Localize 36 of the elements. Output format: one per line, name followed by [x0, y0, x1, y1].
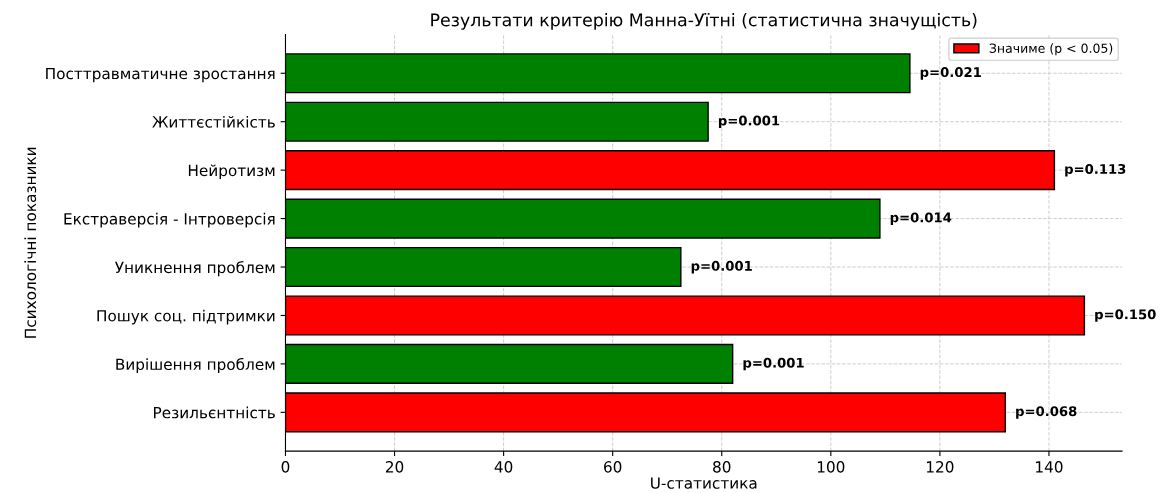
- chart-title: Результати критерію Манна-Уїтні (статистична значущість): [431, 12, 977, 30]
- annotation: p=0.113: [1065, 163, 1126, 177]
- y-tick-label: Вирішення проблем: [116, 357, 275, 374]
- y-tick-label: Життєстійкість: [152, 115, 275, 128]
- annotation: p=0.021: [920, 67, 981, 80]
- x-tick-label: 100: [817, 461, 845, 473]
- bar: [285, 295, 1086, 336]
- y-tick-label: Резильєнтність: [154, 406, 275, 419]
- annotation: p=0.001: [691, 260, 752, 274]
- y-axis-title: Психологічні показники: [24, 147, 37, 338]
- bar: [285, 150, 1056, 191]
- annotation: p=0.150: [1095, 309, 1156, 322]
- bar: [285, 246, 682, 288]
- y-tick-label: Екстраверсія - Інтроверсія: [64, 212, 275, 228]
- bar: [285, 343, 734, 384]
- bar: [285, 53, 911, 94]
- y-tick-label: Уникнення проблем: [115, 261, 275, 277]
- bar: [285, 101, 709, 142]
- bar: [285, 198, 881, 239]
- x-tick-label: 40: [494, 461, 513, 473]
- y-tick-label: Нейротизм: [188, 164, 275, 180]
- y-tick-label: Посттравматичне зростання: [46, 67, 275, 83]
- annotation: p=0.068: [1016, 406, 1077, 419]
- annotation: p=0.001: [718, 115, 780, 129]
- bar: [285, 392, 1007, 433]
- y-tick-label: Пошук соц. підтримки: [97, 309, 275, 325]
- annotation: p=0.001: [743, 357, 804, 371]
- x-axis-title: U-статистика: [651, 477, 757, 489]
- x-tick-label: 120: [926, 461, 954, 473]
- x-tick-label: 0: [281, 461, 290, 473]
- legend-label: Значиме (p < 0.05): [989, 43, 1113, 56]
- annotation: p=0.014: [890, 212, 952, 225]
- x-tick-label: 80: [713, 461, 731, 473]
- x-tick-label: 140: [1036, 461, 1063, 473]
- x-tick-label: 60: [604, 461, 622, 473]
- x-tick-label: 20: [385, 461, 404, 473]
